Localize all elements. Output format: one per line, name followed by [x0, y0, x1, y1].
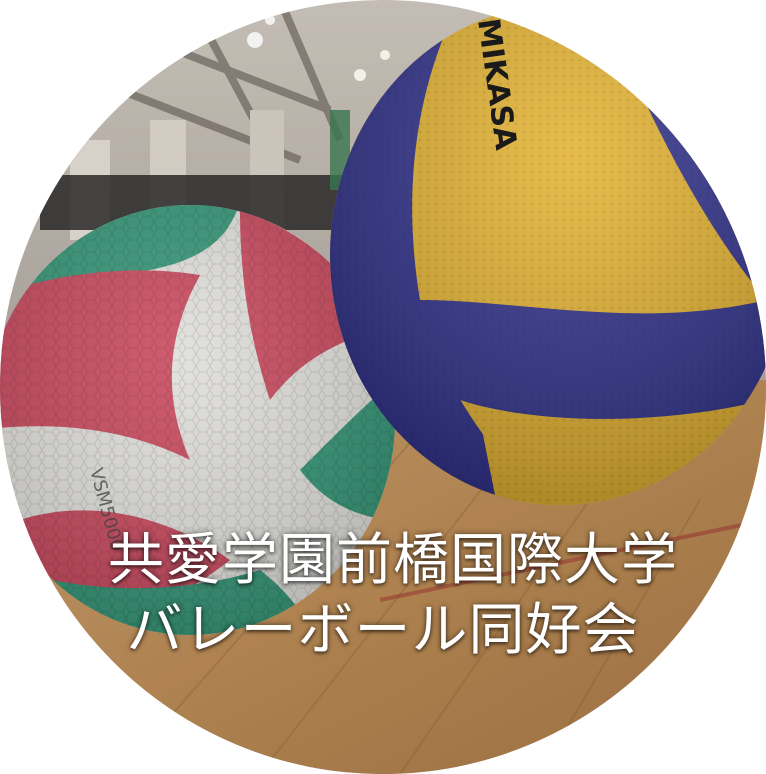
- left-volleyball: VSM5000: [0, 205, 395, 635]
- caption-club-name: バレーボール同好会: [126, 598, 640, 663]
- caption-university-name: 共愛学園前橋国際大学: [108, 528, 678, 593]
